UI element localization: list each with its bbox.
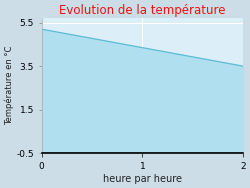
- X-axis label: heure par heure: heure par heure: [103, 174, 182, 184]
- Title: Evolution de la température: Evolution de la température: [59, 4, 226, 17]
- Y-axis label: Température en °C: Température en °C: [4, 46, 14, 125]
